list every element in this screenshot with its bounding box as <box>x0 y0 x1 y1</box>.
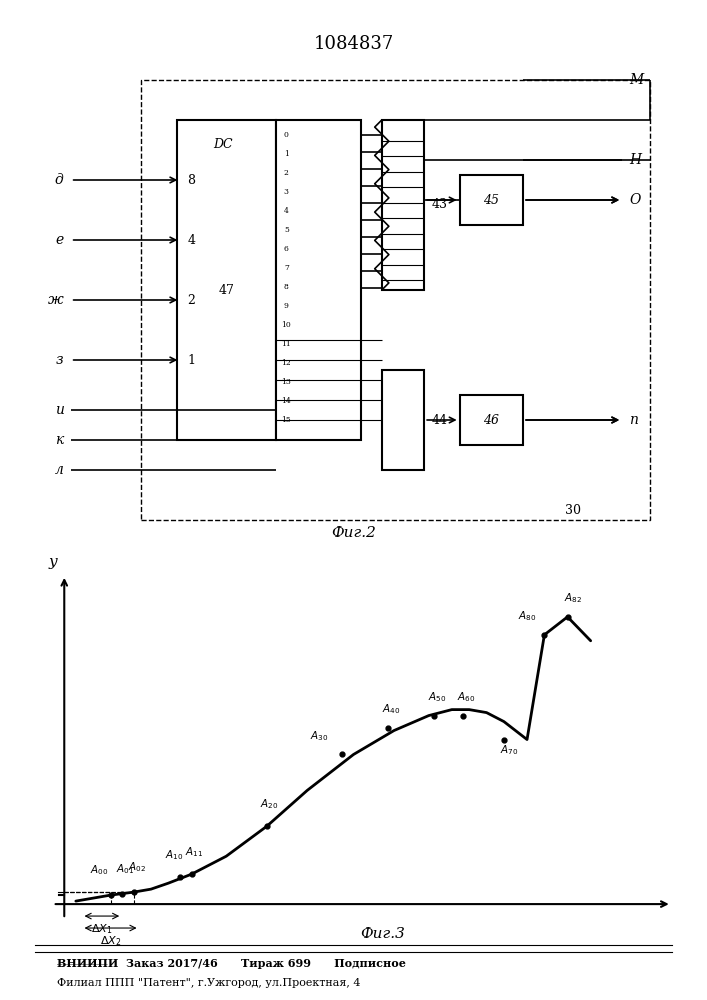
Text: 2: 2 <box>187 294 195 306</box>
Text: 10: 10 <box>281 321 291 329</box>
Text: Филиал ППП "Патент", г.Ужгород, ул.Проектная, 4: Филиал ППП "Патент", г.Ужгород, ул.Проек… <box>57 978 360 988</box>
Text: 13: 13 <box>281 378 291 386</box>
Text: 8: 8 <box>284 283 288 291</box>
Text: к: к <box>55 433 64 447</box>
Text: 1: 1 <box>187 354 195 366</box>
Text: 3: 3 <box>284 188 289 196</box>
Text: 44: 44 <box>431 414 448 426</box>
Text: ж: ж <box>48 293 64 307</box>
Text: 5: 5 <box>284 226 288 234</box>
Text: 14: 14 <box>281 397 291 405</box>
Text: 1084837: 1084837 <box>313 35 394 53</box>
Text: п: п <box>629 413 638 427</box>
Text: 12: 12 <box>281 359 291 367</box>
Text: з: з <box>56 353 64 367</box>
Bar <box>460 175 523 225</box>
Bar <box>141 80 650 520</box>
Text: $A_{50}$: $A_{50}$ <box>428 690 447 704</box>
Text: Фиг.2: Фиг.2 <box>331 526 376 540</box>
Text: 46: 46 <box>484 414 499 426</box>
Text: DC: DC <box>213 138 233 151</box>
Text: $A_{82}$: $A_{82}$ <box>564 591 583 605</box>
Text: 47: 47 <box>218 284 234 296</box>
Text: $A_{01}$: $A_{01}$ <box>116 862 134 876</box>
Text: $A_{20}$: $A_{20}$ <box>260 798 279 811</box>
Text: О: О <box>629 193 641 207</box>
Text: и: и <box>54 403 64 417</box>
Text: 7: 7 <box>284 264 288 272</box>
Text: Фиг.3: Фиг.3 <box>360 927 405 941</box>
Text: ВНИИПИ  Заказ 2017/46      Тираж 699      Подписное: ВНИИПИ Заказ 2017/46 Тираж 699 Подписное <box>57 958 405 969</box>
Text: $A_{02}$: $A_{02}$ <box>127 860 146 874</box>
Text: е: е <box>55 233 64 247</box>
Text: 15: 15 <box>281 416 291 424</box>
Text: $A_{60}$: $A_{60}$ <box>457 690 476 704</box>
Text: $A_{40}$: $A_{40}$ <box>382 702 400 716</box>
Bar <box>382 370 424 470</box>
Text: _________: _________ <box>57 955 107 965</box>
Text: 4: 4 <box>284 207 288 215</box>
Text: л: л <box>54 463 64 477</box>
Bar <box>382 120 424 290</box>
Text: 45: 45 <box>484 194 499 207</box>
Text: 11: 11 <box>281 340 291 348</box>
Bar <box>276 120 361 440</box>
Text: y: y <box>48 555 57 569</box>
Text: $A_{30}$: $A_{30}$ <box>310 729 328 743</box>
Text: 4: 4 <box>187 233 195 246</box>
Text: 8: 8 <box>187 174 195 186</box>
Text: $A_{00}$: $A_{00}$ <box>90 863 108 877</box>
Text: 2: 2 <box>284 169 288 177</box>
Text: $\Delta X_1$: $\Delta X_1$ <box>91 922 112 936</box>
Text: $A_{70}$: $A_{70}$ <box>501 744 519 757</box>
Text: 43: 43 <box>431 198 448 212</box>
Text: 9: 9 <box>284 302 288 310</box>
Text: 1: 1 <box>284 150 288 158</box>
Bar <box>460 395 523 445</box>
Text: $A_{80}$: $A_{80}$ <box>518 609 536 623</box>
Text: 6: 6 <box>284 245 288 253</box>
Text: Н: Н <box>629 153 641 167</box>
Text: $A_{10}$: $A_{10}$ <box>165 848 183 862</box>
Bar <box>177 120 276 440</box>
Text: 0: 0 <box>284 131 288 139</box>
Text: 30: 30 <box>565 504 580 516</box>
Text: д: д <box>55 173 64 187</box>
Text: $\Delta X_2$: $\Delta X_2$ <box>100 934 121 948</box>
Text: М: М <box>629 73 643 87</box>
Text: $A_{11}$: $A_{11}$ <box>185 845 204 859</box>
